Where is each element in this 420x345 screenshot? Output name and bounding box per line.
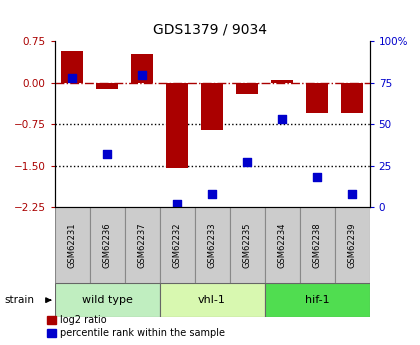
Text: strain: strain bbox=[4, 295, 34, 305]
Bar bbox=[265, 283, 370, 317]
Bar bbox=[230, 207, 265, 283]
Bar bbox=[341, 83, 363, 113]
Text: GSM62238: GSM62238 bbox=[312, 222, 322, 268]
Bar bbox=[236, 83, 258, 94]
Point bbox=[174, 201, 181, 206]
Text: GSM62237: GSM62237 bbox=[138, 222, 147, 268]
Text: wild type: wild type bbox=[81, 295, 133, 305]
Text: GSM62232: GSM62232 bbox=[173, 222, 181, 268]
Text: GSM62236: GSM62236 bbox=[102, 222, 112, 268]
Bar bbox=[306, 83, 328, 113]
Bar bbox=[131, 54, 153, 83]
Bar bbox=[201, 83, 223, 130]
Text: GSM62231: GSM62231 bbox=[68, 222, 76, 268]
Text: GSM62239: GSM62239 bbox=[348, 222, 357, 268]
Text: GSM62233: GSM62233 bbox=[207, 222, 217, 268]
Bar bbox=[55, 207, 89, 283]
Text: GSM62234: GSM62234 bbox=[278, 222, 286, 268]
Bar bbox=[160, 283, 265, 317]
Bar bbox=[61, 51, 84, 83]
Bar bbox=[89, 207, 125, 283]
Bar bbox=[96, 83, 118, 89]
Bar bbox=[160, 207, 194, 283]
Text: hif-1: hif-1 bbox=[305, 295, 329, 305]
Bar bbox=[194, 207, 230, 283]
Point bbox=[104, 151, 110, 157]
Text: GSM62235: GSM62235 bbox=[243, 222, 252, 268]
Bar bbox=[299, 207, 335, 283]
Bar bbox=[166, 83, 189, 168]
Legend: log2 ratio, percentile rank within the sample: log2 ratio, percentile rank within the s… bbox=[47, 315, 225, 338]
Bar bbox=[265, 207, 299, 283]
Bar bbox=[335, 207, 370, 283]
Text: GDS1379 / 9034: GDS1379 / 9034 bbox=[153, 22, 267, 37]
Point bbox=[244, 159, 250, 165]
Point bbox=[209, 191, 215, 197]
Bar bbox=[125, 207, 160, 283]
Point bbox=[69, 75, 76, 81]
Point bbox=[139, 72, 145, 77]
Point bbox=[314, 175, 320, 180]
Point bbox=[349, 191, 355, 197]
Point bbox=[279, 117, 286, 122]
Bar bbox=[271, 80, 294, 83]
Bar bbox=[55, 283, 160, 317]
Text: vhl-1: vhl-1 bbox=[198, 295, 226, 305]
